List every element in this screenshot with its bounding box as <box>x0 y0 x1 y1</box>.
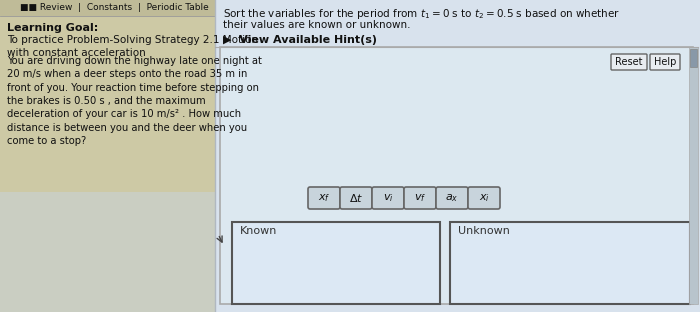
Text: Help: Help <box>654 57 676 67</box>
Bar <box>689 47 698 304</box>
Text: Sort the variables for the period from $t_1 = 0$ s to $t_2 = 0.5$ s based on whe: Sort the variables for the period from $… <box>223 7 620 21</box>
Text: their values are known or unknown.: their values are known or unknown. <box>223 20 410 30</box>
FancyBboxPatch shape <box>611 54 647 70</box>
FancyBboxPatch shape <box>340 187 372 209</box>
Text: $\Delta t$: $\Delta t$ <box>349 192 363 204</box>
Text: Reset: Reset <box>615 57 643 67</box>
Text: $v_i$: $v_i$ <box>383 192 393 204</box>
Text: $v_f$: $v_f$ <box>414 192 426 204</box>
FancyBboxPatch shape <box>650 54 680 70</box>
Text: Unknown: Unknown <box>458 226 510 236</box>
Bar <box>0 192 215 312</box>
Text: ■■ Review  |  Constants  |  Periodic Table: ■■ Review | Constants | Periodic Table <box>20 3 209 12</box>
Text: You are driving down the highway late one night at
20 m/s when a deer steps onto: You are driving down the highway late on… <box>7 56 262 146</box>
Bar <box>232 222 440 304</box>
Text: Known: Known <box>240 226 277 236</box>
Bar <box>0 0 215 16</box>
Bar <box>0 0 215 312</box>
FancyBboxPatch shape <box>308 187 340 209</box>
FancyBboxPatch shape <box>436 187 468 209</box>
FancyBboxPatch shape <box>404 187 436 209</box>
Text: To practice Problem-Solving Strategy 2.1 Motion
with constant acceleration: To practice Problem-Solving Strategy 2.1… <box>7 35 258 58</box>
Bar <box>690 49 697 67</box>
Bar <box>215 0 700 312</box>
Bar <box>220 47 693 304</box>
Text: ▶  View Available Hint(s): ▶ View Available Hint(s) <box>223 35 377 45</box>
FancyBboxPatch shape <box>468 187 500 209</box>
Text: $x_i$: $x_i$ <box>479 192 489 204</box>
Text: $a_x$: $a_x$ <box>445 192 458 204</box>
Text: $x_f$: $x_f$ <box>318 192 330 204</box>
Text: Learning Goal:: Learning Goal: <box>7 23 98 33</box>
Bar <box>450 222 690 304</box>
FancyBboxPatch shape <box>372 187 404 209</box>
